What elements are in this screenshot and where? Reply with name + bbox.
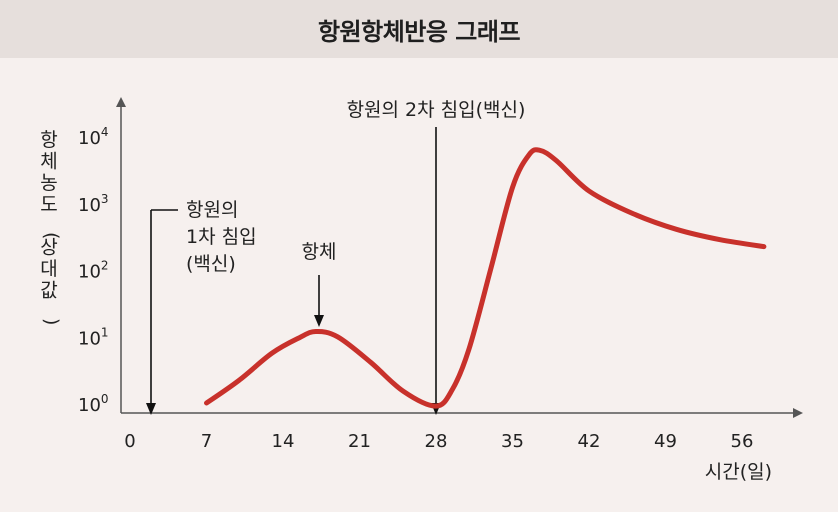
chart-title: 항원항체반응 그래프: [317, 17, 521, 46]
antibody-annotation: 항체: [302, 241, 337, 263]
x-tick-label: 42: [578, 431, 601, 452]
y-tick-label: 102: [78, 259, 109, 283]
y-tick-label: 103: [78, 192, 109, 216]
x-tick-label: 49: [654, 431, 677, 452]
x-tick-label: 7: [201, 431, 212, 452]
x-axis-label: 시간(일): [705, 461, 772, 483]
y-tick-label: 101: [78, 325, 109, 349]
antibody-concentration-curve: [204, 147, 767, 409]
x-tick-label: 56: [731, 431, 754, 452]
first-invasion-line-1: 항원의: [186, 199, 238, 221]
first-invasion-annotation: 항원의 1차 침입 (백신): [186, 199, 257, 275]
x-tick-label: 0: [124, 431, 135, 452]
y-tick-label: 104: [78, 125, 109, 149]
first-invasion-line-2: 1차 침입: [186, 226, 257, 248]
title-bar: 항원항체반응 그래프: [0, 0, 838, 58]
x-tick-label: 28: [425, 431, 448, 452]
x-tick-label: 21: [348, 431, 371, 452]
y-axis-label: 항 체 농 도(상 대 값): [40, 129, 62, 325]
x-tick-label: 35: [501, 431, 524, 452]
second-invasion-annotation: 항원의 2차 침입(백신): [347, 99, 526, 121]
y-tick-label: 100: [78, 392, 109, 416]
first-invasion-line-3: (백신): [186, 253, 236, 275]
x-tick-label: 14: [272, 431, 295, 452]
